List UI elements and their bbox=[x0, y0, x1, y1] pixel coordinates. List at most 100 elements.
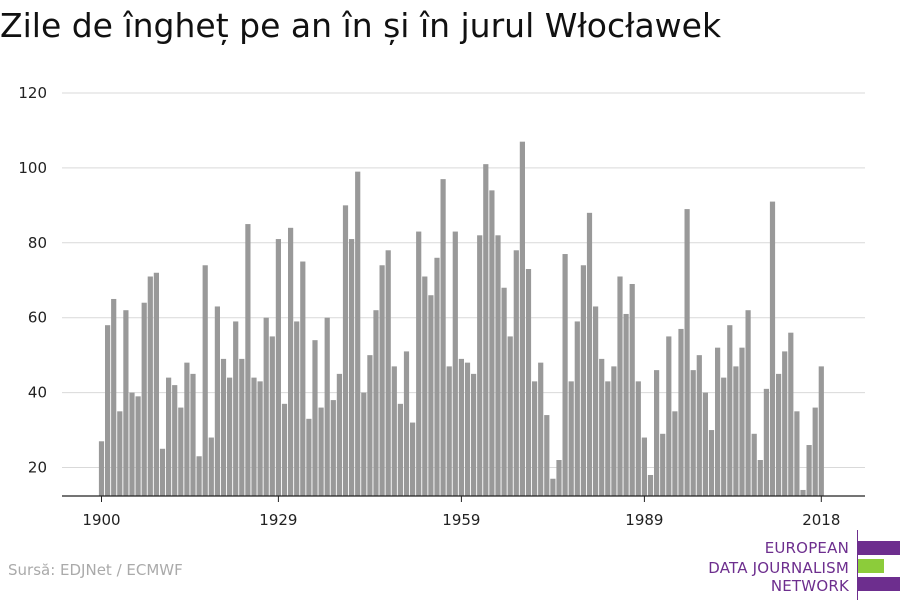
bar bbox=[617, 276, 623, 496]
bar bbox=[586, 212, 593, 496]
bar bbox=[654, 370, 660, 496]
bar bbox=[751, 433, 757, 496]
logo-divider bbox=[857, 530, 858, 600]
bar bbox=[550, 478, 556, 496]
bar bbox=[166, 377, 172, 496]
bar bbox=[227, 377, 233, 496]
logo-line-1: EUROPEAN bbox=[764, 539, 849, 557]
bar bbox=[483, 164, 489, 496]
bar bbox=[477, 235, 483, 496]
bar bbox=[403, 351, 410, 496]
bar bbox=[611, 366, 617, 496]
bar bbox=[745, 310, 751, 496]
bar bbox=[568, 381, 574, 496]
bar bbox=[239, 358, 245, 496]
bar bbox=[129, 392, 135, 496]
bar bbox=[684, 209, 690, 496]
bar bbox=[410, 422, 416, 496]
bar bbox=[635, 381, 641, 496]
bar bbox=[818, 366, 824, 496]
bar bbox=[391, 366, 397, 496]
bar bbox=[464, 362, 471, 496]
bar bbox=[782, 351, 788, 496]
bar bbox=[190, 373, 196, 496]
bar bbox=[318, 407, 324, 496]
bar bbox=[434, 257, 440, 496]
bar bbox=[202, 265, 208, 496]
bar bbox=[257, 381, 263, 496]
logo-bar-purple-bottom bbox=[858, 577, 900, 591]
bar bbox=[495, 235, 501, 496]
y-tick-label: 120 bbox=[18, 84, 47, 102]
bar bbox=[361, 392, 367, 496]
bar bbox=[733, 366, 739, 496]
logo-bar-green bbox=[858, 559, 884, 573]
bar bbox=[605, 381, 611, 496]
bar bbox=[678, 328, 684, 496]
bar bbox=[324, 317, 330, 496]
x-tick-label: 1900 bbox=[82, 511, 120, 529]
bar bbox=[379, 265, 385, 496]
bar bbox=[111, 298, 117, 496]
y-tick-label: 20 bbox=[28, 459, 47, 477]
y-tick-label: 60 bbox=[28, 309, 47, 327]
bar bbox=[397, 403, 403, 496]
bar bbox=[580, 265, 586, 496]
bar bbox=[153, 272, 159, 496]
bar bbox=[660, 433, 666, 496]
bar bbox=[117, 411, 123, 496]
bar bbox=[172, 385, 178, 496]
bar bbox=[525, 269, 532, 496]
x-tick-label: 2018 bbox=[802, 511, 840, 529]
bars bbox=[98, 141, 824, 497]
bar bbox=[105, 325, 111, 496]
bar bbox=[385, 250, 391, 496]
bar bbox=[196, 456, 202, 496]
bar bbox=[288, 227, 294, 496]
chart-title: Zile de îngheț pe an în și în jurul Włoc… bbox=[0, 6, 722, 45]
bar bbox=[416, 231, 422, 496]
bar bbox=[727, 325, 733, 496]
bar bbox=[269, 336, 275, 496]
x-tick-label: 1929 bbox=[259, 511, 297, 529]
bar bbox=[666, 336, 672, 496]
bar bbox=[98, 441, 105, 496]
bar bbox=[123, 310, 129, 496]
bar bbox=[184, 362, 190, 496]
bar bbox=[501, 287, 507, 496]
bar bbox=[532, 381, 538, 496]
bar bbox=[757, 460, 763, 496]
bar bbox=[355, 171, 361, 496]
bar bbox=[281, 403, 288, 496]
bar bbox=[214, 306, 220, 496]
bar bbox=[507, 336, 513, 496]
bar bbox=[428, 295, 434, 496]
bar bbox=[452, 231, 458, 496]
bar bbox=[599, 358, 605, 496]
bar bbox=[440, 179, 446, 496]
bar bbox=[690, 370, 696, 496]
logo-line-3: NETWORK bbox=[770, 577, 849, 595]
y-axis: 20 40 60 80 100 120 bbox=[18, 84, 47, 477]
bar bbox=[275, 239, 281, 496]
x-tick-label: 1989 bbox=[625, 511, 663, 529]
bar bbox=[806, 445, 812, 496]
y-tick-label: 100 bbox=[18, 159, 47, 177]
bar bbox=[330, 400, 336, 496]
bar bbox=[647, 474, 654, 496]
bar bbox=[135, 396, 141, 496]
bar bbox=[336, 373, 342, 496]
bar bbox=[471, 373, 477, 496]
bar bbox=[800, 489, 806, 496]
bar bbox=[715, 347, 721, 496]
bar bbox=[294, 321, 300, 496]
bar bbox=[593, 306, 599, 496]
bar bbox=[300, 261, 306, 496]
bar bbox=[349, 239, 355, 496]
bar bbox=[306, 418, 312, 496]
bar bbox=[312, 340, 318, 496]
x-tick-label: 1959 bbox=[442, 511, 480, 529]
bar bbox=[672, 411, 678, 496]
bar bbox=[812, 407, 818, 496]
